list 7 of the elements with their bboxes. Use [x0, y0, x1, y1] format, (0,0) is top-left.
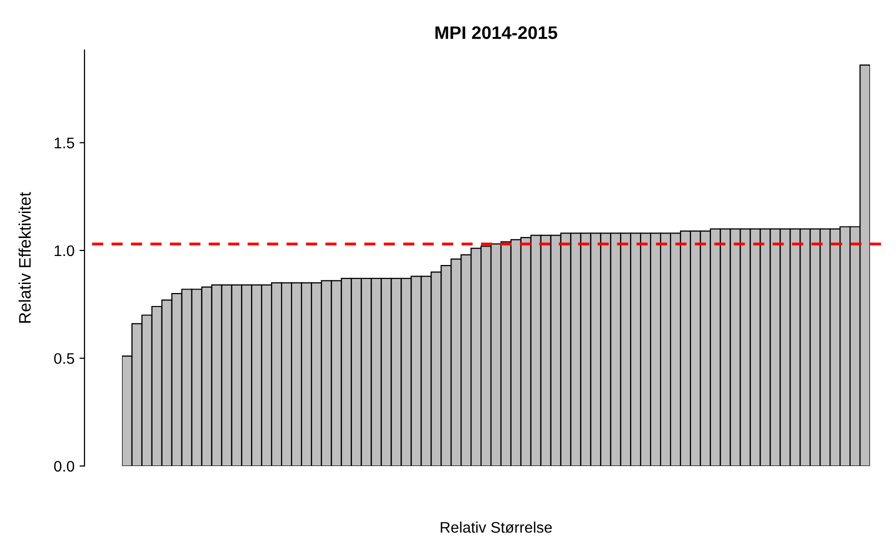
y-tick-label: 0.5 — [54, 353, 74, 364]
y-tick-label: 1.0 — [54, 245, 74, 256]
y-axis-title: Relativ Effektivitet — [18, 192, 31, 323]
chart-title: MPI 2014-2015 — [435, 26, 558, 40]
y-tick-label: 0.0 — [54, 460, 74, 472]
y-tick-label: 1.5 — [54, 138, 74, 148]
x-axis-title: Relativ Størrelse — [440, 522, 552, 533]
